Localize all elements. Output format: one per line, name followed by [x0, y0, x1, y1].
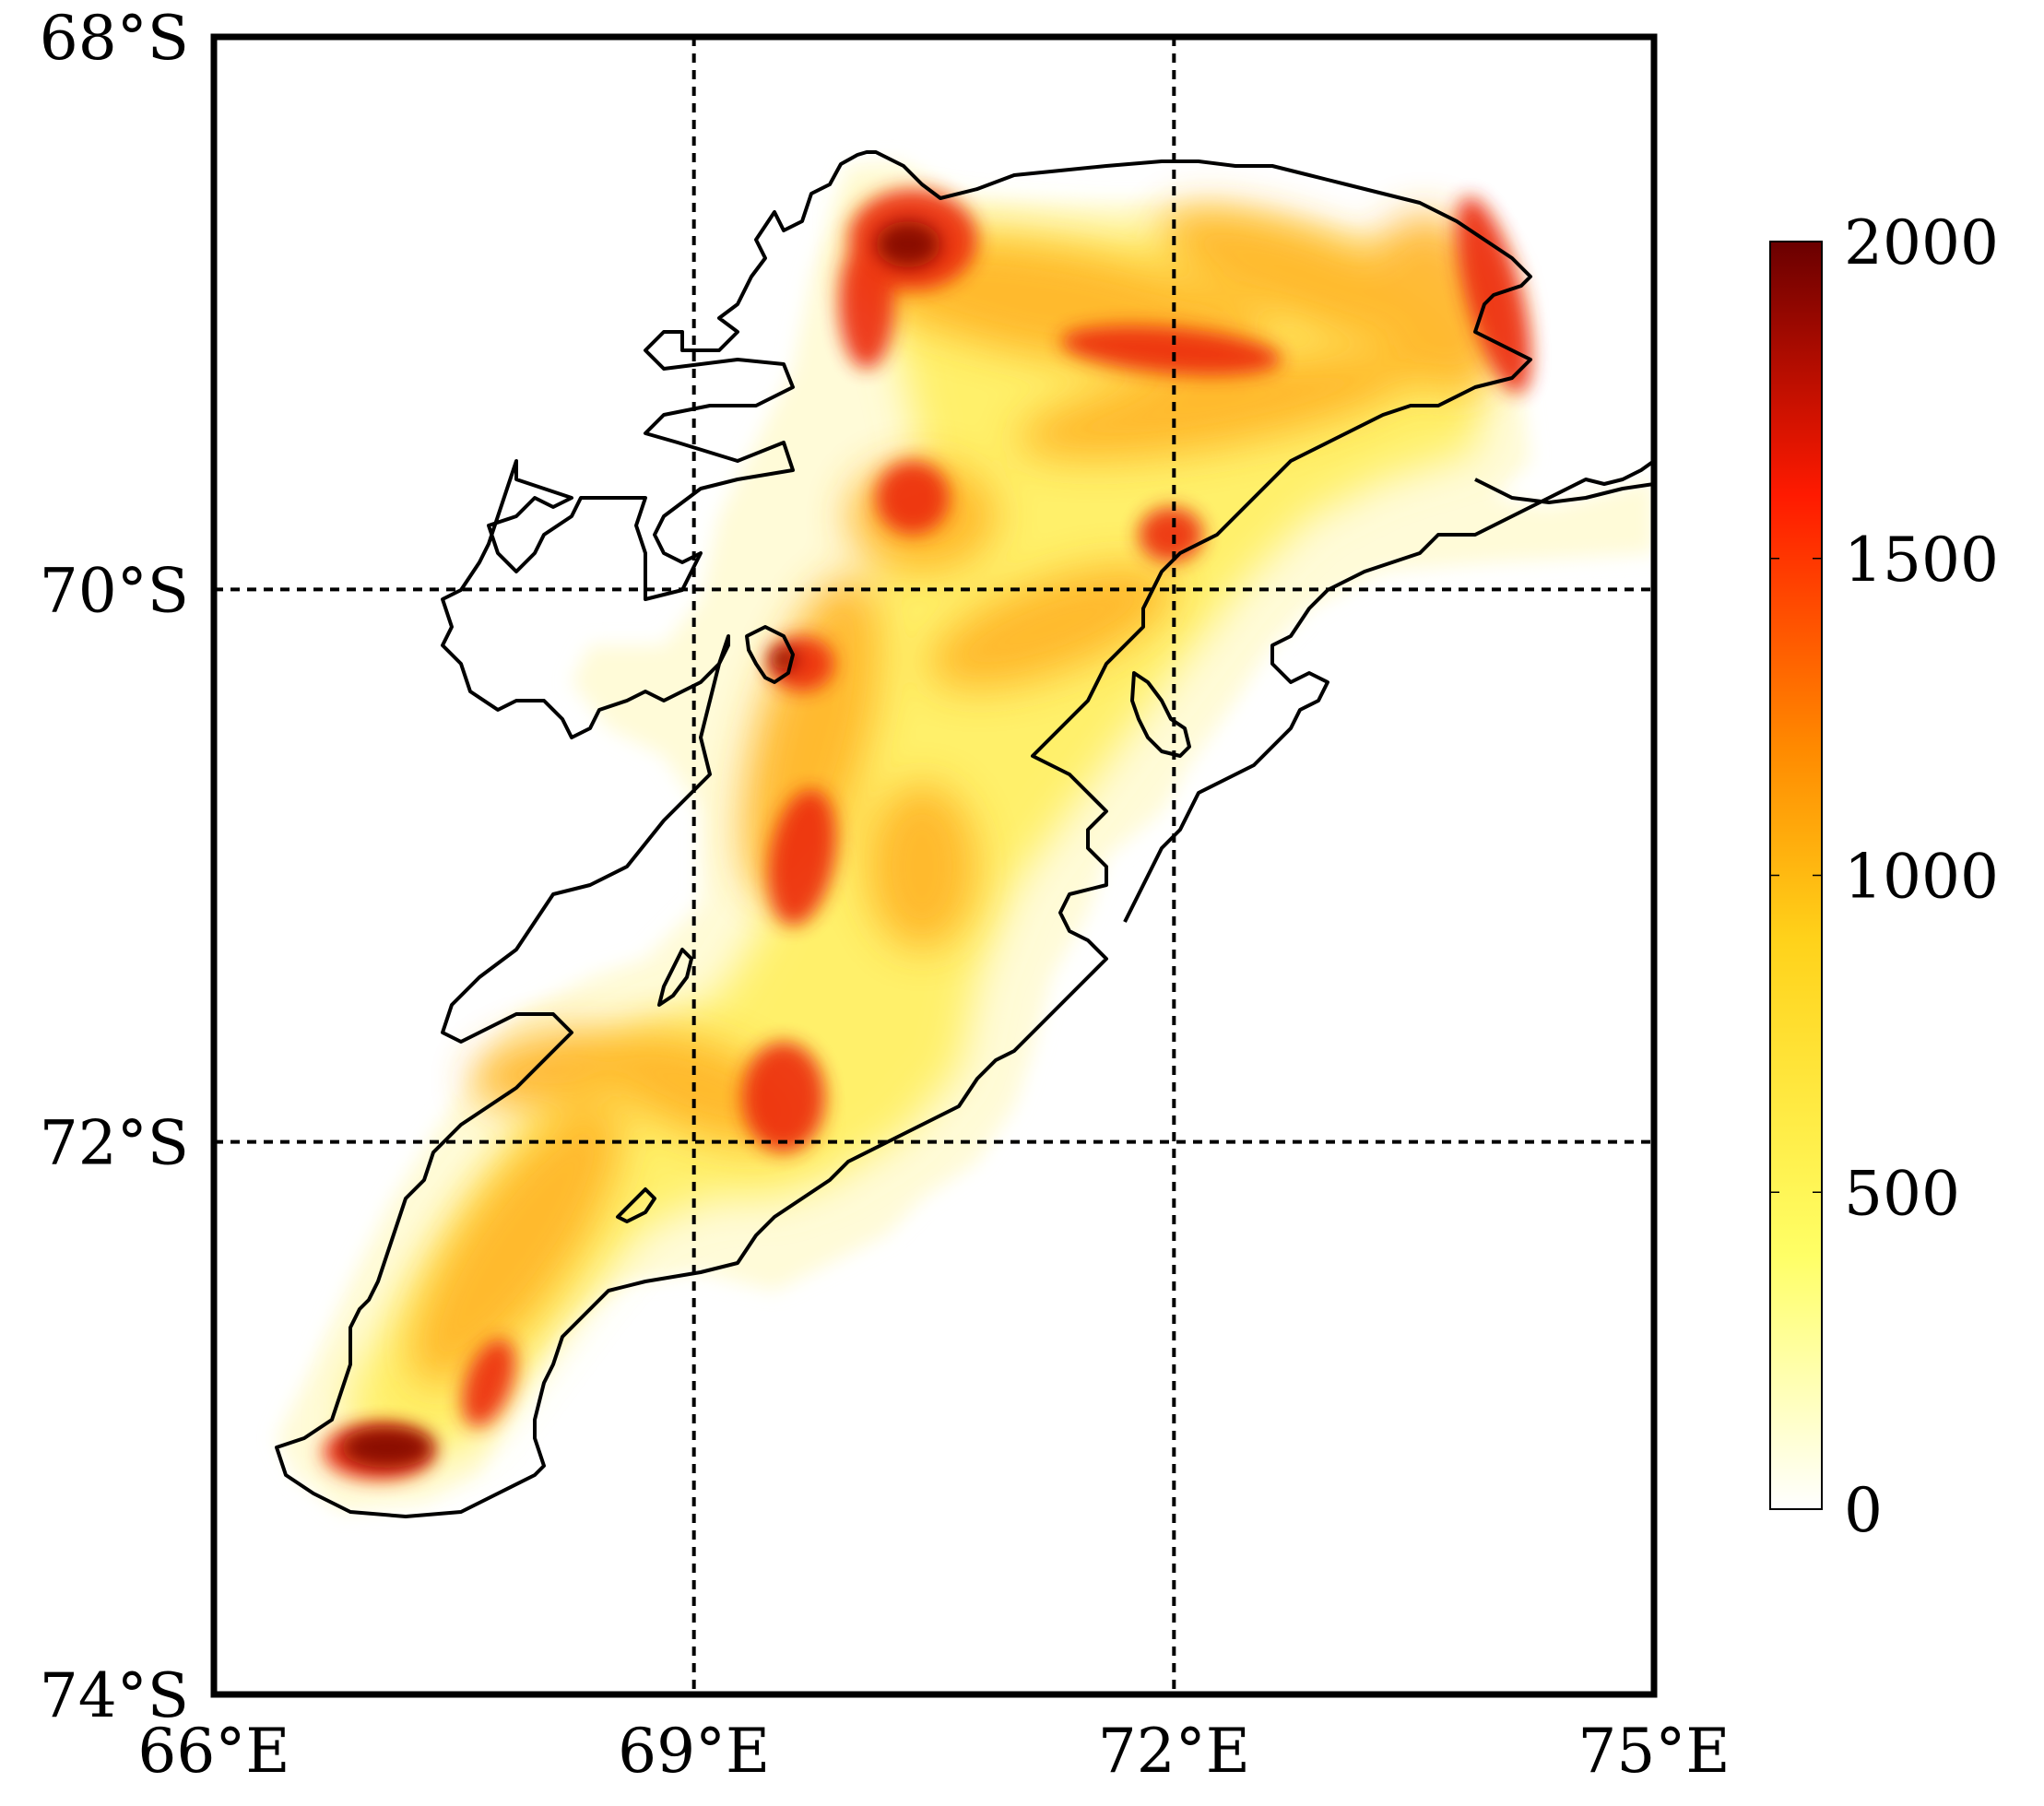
- concentration-field: [277, 161, 1654, 1512]
- x-tick-label: 66°E: [137, 1716, 289, 1787]
- colorbar-tick-label: 500: [1844, 1158, 1960, 1229]
- colorbar-ticks: 0 500 1000 1500 2000: [1770, 207, 1999, 1546]
- island-south: [616, 1187, 656, 1223]
- colorbar-tick-label: 1500: [1844, 525, 1999, 596]
- y-tick-label: 70°S: [40, 555, 189, 626]
- y-tick-label: 74°S: [40, 1660, 189, 1731]
- plot-frame: [210, 33, 1658, 1698]
- island-east: [1130, 671, 1191, 758]
- x-tick-label: 69°E: [618, 1716, 770, 1787]
- field-red: [323, 189, 1531, 1480]
- y-tick-label: 72°S: [40, 1108, 189, 1179]
- x-tick-label: 75°E: [1577, 1716, 1730, 1787]
- colorbar-tick-label: 1000: [1844, 842, 1999, 913]
- field-dark-red: [341, 221, 940, 1468]
- colorbar-tick-label: 0: [1844, 1475, 1883, 1546]
- grid-lines: [214, 37, 1654, 1694]
- x-tick-label: 72°E: [1098, 1716, 1250, 1787]
- y-tick-labels: 68°S 70°S 72°S 74°S: [40, 3, 189, 1731]
- island-center: [745, 625, 795, 684]
- coastline-main-west: [275, 150, 1532, 1518]
- coastline-east-edge: [1474, 478, 1654, 504]
- x-tick-labels: 66°E 69°E 72°E 75°E: [137, 1716, 1730, 1787]
- colorbar-tick-label: 2000: [1844, 207, 1999, 278]
- island-small-coast: [657, 948, 693, 1007]
- coastline: [275, 150, 1654, 1518]
- y-tick-label: 68°S: [40, 3, 189, 74]
